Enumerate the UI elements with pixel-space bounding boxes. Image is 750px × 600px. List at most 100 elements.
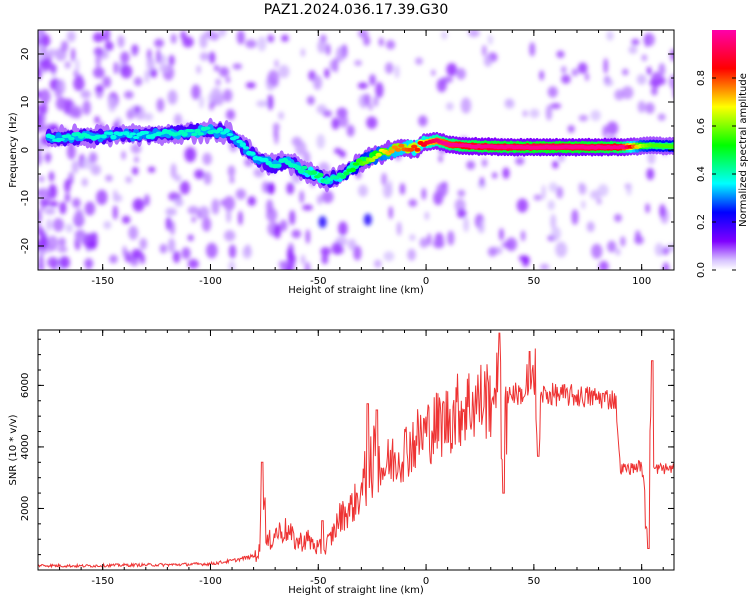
noise-blob: [201, 217, 212, 232]
colorbar-tick-label: 0.0: [696, 262, 707, 278]
noise-blob: [109, 254, 118, 264]
noise-blob: [305, 229, 311, 244]
noise-blob: [606, 121, 619, 136]
ridge-cell: [216, 127, 224, 132]
noise-blob: [105, 174, 113, 182]
noise-blob: [48, 200, 59, 208]
snr-frame: [37, 329, 675, 571]
noise-blob: [304, 261, 311, 270]
ridge-cell: [242, 146, 250, 150]
noise-blob: [168, 191, 180, 202]
noise-blob: [313, 75, 323, 90]
noise-blob: [218, 30, 227, 38]
x-tick-label: 100: [632, 576, 651, 587]
ridge-cell: [110, 134, 117, 140]
noise-blob: [128, 225, 139, 241]
noise-blob: [120, 64, 133, 79]
noise-blob: [235, 188, 247, 200]
noise-blob: [658, 63, 666, 77]
noise-blob: [614, 213, 622, 223]
noise-blob: [487, 34, 493, 45]
noise-blob: [378, 37, 384, 47]
noise-blob: [466, 160, 476, 170]
noise-blob: [324, 68, 330, 79]
noise-blob: [38, 151, 43, 166]
noise-blob: [96, 189, 108, 206]
ridge-cell: [132, 135, 140, 140]
colorbar-tick-label: 0.4: [696, 166, 707, 182]
noise-blob: [363, 93, 371, 106]
noise-blob: [644, 33, 649, 48]
noise-blob: [347, 238, 357, 251]
noise-blob: [187, 258, 199, 269]
noise-blob: [676, 128, 680, 140]
noise-blob: [606, 30, 614, 41]
ridge-cell: [669, 144, 674, 149]
noise-blob: [634, 230, 641, 242]
noise-blob: [555, 241, 568, 258]
noise-blob: [95, 52, 101, 69]
noise-blob: [75, 58, 80, 74]
noise-blob: [522, 110, 528, 118]
noise-blob: [113, 61, 119, 75]
noise-blob: [278, 111, 285, 120]
noise-blob: [147, 166, 156, 173]
noise-blob: [38, 224, 42, 232]
noise-blob: [229, 176, 235, 184]
noise-blob: [447, 230, 455, 246]
noise-blob: [602, 125, 608, 138]
noise-blob: [438, 154, 443, 163]
noise-blob: [73, 69, 79, 78]
noise-blob: [524, 256, 530, 264]
ridge-cell: [275, 163, 282, 168]
x-tick-label: -50: [310, 276, 326, 287]
ridge-cell: [407, 147, 415, 152]
noise-blob: [82, 100, 91, 116]
noise-blob: [388, 206, 393, 220]
ridge-cell: [249, 151, 256, 156]
noise-blob: [346, 124, 355, 137]
noise-blob: [242, 245, 252, 259]
x-tick-label: -100: [199, 276, 222, 287]
noise-blob: [468, 30, 480, 38]
noise-blob: [598, 260, 609, 270]
noise-blob: [38, 145, 44, 153]
noise-blob: [247, 196, 256, 207]
noise-blob: [399, 183, 406, 195]
noise-blob: [628, 45, 638, 55]
noise-blob: [520, 230, 526, 242]
noise-blob: [173, 113, 183, 127]
noise-blob: [68, 172, 74, 183]
noise-blob: [41, 102, 48, 115]
x-tick-label: 50: [527, 276, 540, 287]
colorbar-label: Normalized spectral amplitude: [738, 73, 749, 227]
noise-blob: [372, 96, 379, 107]
ridge-cell: [68, 136, 75, 141]
noise-blob: [331, 242, 343, 255]
noise-blob: [65, 223, 74, 233]
noise-blob: [173, 198, 184, 207]
noise-blob: [479, 176, 485, 186]
noise-blob: [121, 215, 131, 224]
noise-blob: [245, 82, 256, 89]
noise-blob: [224, 230, 236, 242]
noise-blob: [211, 198, 220, 215]
noise-blob: [631, 38, 640, 46]
noise-blob: [354, 60, 363, 67]
noise-blob: [306, 96, 316, 105]
ridge-cell: [191, 132, 198, 137]
y-tick-label: 2000: [20, 496, 31, 521]
noise-blob: [181, 247, 191, 260]
noise-blob: [680, 83, 685, 91]
noise-blob: [645, 102, 655, 114]
noise-blob: [407, 248, 416, 261]
noise-blob: [385, 62, 394, 74]
noise-blob: [597, 184, 609, 197]
noise-blob: [409, 234, 416, 241]
colorbar-tick-label: 0.6: [696, 118, 707, 134]
noise-blob: [228, 244, 237, 259]
x-tick-label: 0: [423, 276, 429, 287]
noise-blob: [556, 186, 564, 199]
noise-blob: [131, 248, 143, 259]
